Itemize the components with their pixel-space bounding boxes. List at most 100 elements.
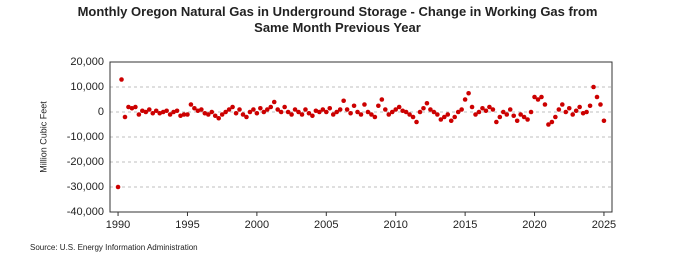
point: [185, 112, 190, 117]
point: [494, 119, 499, 125]
point: [219, 112, 225, 117]
point: [476, 109, 482, 115]
point: [469, 104, 475, 110]
point: [153, 108, 159, 114]
point: [289, 112, 294, 117]
point: [292, 107, 298, 112]
point: [511, 113, 517, 119]
point: [525, 117, 530, 122]
point: [566, 105, 572, 111]
point: [268, 104, 274, 110]
x-tick-label: 1995: [175, 219, 199, 231]
point: [202, 110, 208, 116]
point: [323, 109, 329, 115]
point: [514, 118, 520, 124]
point: [251, 107, 256, 112]
point: [431, 109, 437, 115]
point: [414, 119, 419, 125]
point: [587, 103, 593, 109]
point: [119, 77, 124, 82]
point: [438, 117, 444, 122]
point: [528, 109, 534, 115]
point: [417, 109, 423, 115]
point: [320, 107, 326, 112]
point: [389, 109, 395, 115]
point: [317, 109, 322, 115]
point: [327, 105, 333, 111]
point: [372, 114, 378, 120]
point: [199, 107, 204, 112]
y-tick-label: 10,000: [70, 81, 104, 93]
x-tick-label: 2015: [453, 219, 477, 231]
y-tick-label: -20,000: [67, 156, 104, 168]
point: [396, 104, 402, 110]
point: [313, 108, 319, 114]
point: [164, 108, 169, 114]
point: [212, 113, 218, 119]
point: [358, 112, 364, 117]
point: [421, 105, 426, 111]
point: [573, 108, 579, 114]
point: [344, 107, 350, 112]
point: [553, 114, 558, 120]
point: [226, 107, 232, 112]
point: [258, 105, 263, 111]
point: [271, 99, 277, 105]
point: [466, 90, 471, 96]
point: [362, 102, 367, 107]
point: [487, 104, 492, 110]
point: [577, 104, 582, 110]
y-tick-label: 0: [98, 106, 104, 118]
plot-frame: [109, 61, 613, 213]
point: [532, 94, 537, 100]
point: [559, 102, 565, 107]
point: [435, 112, 440, 117]
point: [240, 112, 246, 117]
point: [299, 112, 305, 117]
y-tick-label: 20,000: [70, 56, 104, 68]
point: [490, 107, 496, 112]
point: [455, 109, 461, 115]
x-tick-label: 2005: [314, 219, 338, 231]
point: [407, 112, 412, 117]
point: [594, 94, 600, 100]
point: [504, 112, 510, 117]
y-tick-label: -40,000: [67, 206, 104, 218]
point: [337, 107, 343, 112]
x-tick-label: 2010: [383, 219, 407, 231]
point: [296, 109, 301, 115]
point: [386, 112, 392, 117]
point: [365, 109, 371, 115]
point: [285, 109, 291, 115]
x-tick-label: 2020: [522, 219, 546, 231]
y-tick-label: -10,000: [67, 131, 104, 143]
point: [542, 102, 548, 107]
point: [428, 107, 433, 112]
point: [483, 108, 489, 114]
point: [459, 107, 464, 112]
point: [115, 184, 121, 190]
point: [348, 110, 353, 116]
point: [195, 108, 201, 114]
point: [539, 94, 544, 100]
point: [282, 104, 287, 110]
point: [129, 105, 135, 111]
point: [473, 112, 478, 117]
point: [584, 109, 589, 115]
point: [306, 110, 312, 116]
point: [188, 102, 194, 107]
point: [448, 118, 454, 124]
point: [303, 107, 308, 112]
y-axis-label: Million Cubic Feet: [38, 101, 48, 173]
point: [237, 107, 242, 112]
point: [244, 114, 249, 120]
point: [167, 112, 173, 117]
point: [500, 109, 506, 115]
point: [310, 113, 315, 119]
point: [150, 110, 156, 116]
point: [278, 109, 284, 115]
point: [445, 112, 451, 117]
point: [254, 110, 260, 116]
point: [264, 107, 270, 112]
